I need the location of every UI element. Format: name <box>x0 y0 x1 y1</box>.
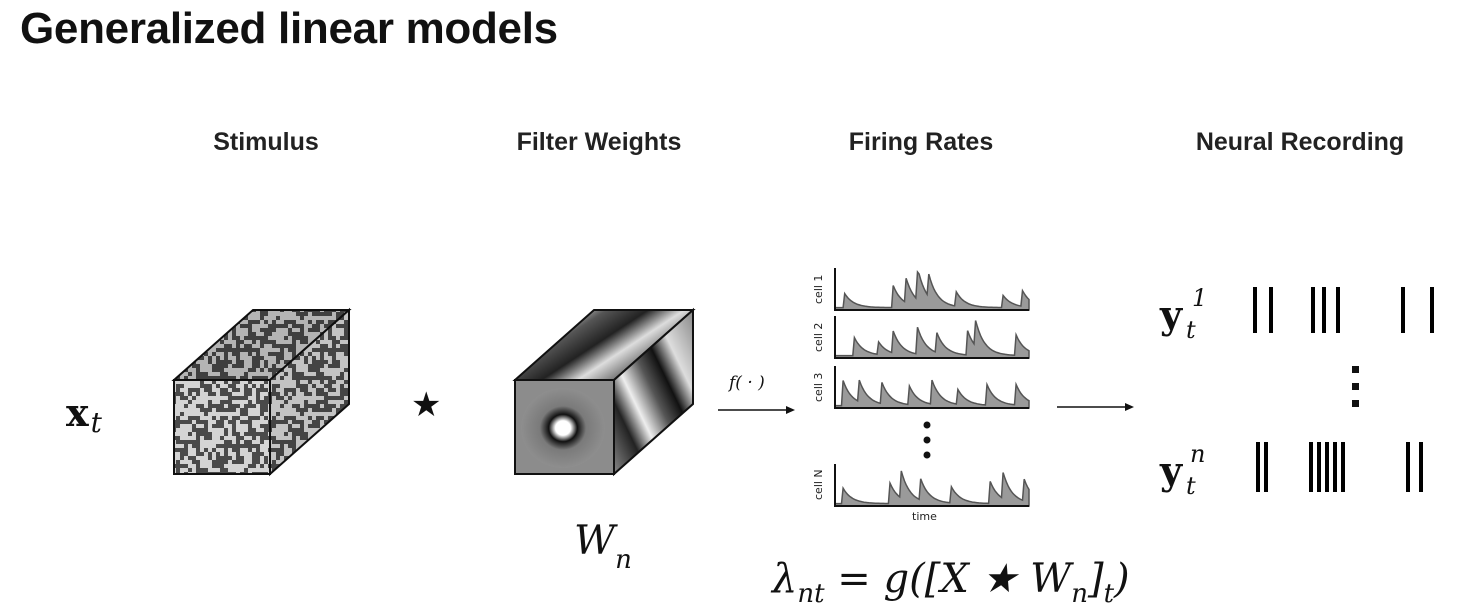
rate-formula: λnt = g([X ★ Wn]t) <box>772 556 1130 609</box>
spike-mark <box>1253 287 1257 333</box>
rate-axis <box>834 268 1029 311</box>
cell-label: cell 1 <box>812 275 825 304</box>
stimulus-heading: Stimulus <box>213 128 319 156</box>
spike-mark <box>1325 442 1329 492</box>
spike-mark <box>1317 442 1321 492</box>
rate-axis <box>834 316 1029 359</box>
firing-rates-panel: cell 1 cell 2 cell 3 cell N <box>812 268 1030 507</box>
cell-label: cell N <box>812 469 825 500</box>
spike-mark <box>1269 287 1273 333</box>
spike-mark <box>1333 442 1337 492</box>
rate-axis <box>834 366 1029 409</box>
recording-arrow <box>1057 403 1134 411</box>
rate-trace <box>834 379 1030 409</box>
nonlinearity-label: f( · ) <box>729 373 765 393</box>
filter-symbol: Wn <box>574 518 632 575</box>
firing-rates-heading: Firing Rates <box>848 128 994 156</box>
spike-trains <box>1253 287 1434 492</box>
recording-symbol-last: y n t <box>1160 440 1206 500</box>
rate-trace <box>834 470 1030 507</box>
spike-mark <box>1311 287 1315 333</box>
rate-trace <box>834 320 1030 359</box>
rate-axis <box>834 464 1029 507</box>
recording-ellipsis <box>1352 366 1359 407</box>
stimulus-cube <box>171 307 352 477</box>
spike-mark <box>1309 442 1313 492</box>
spike-mark <box>1401 287 1405 333</box>
convolution-star: ★ <box>411 385 442 425</box>
page-title: Generalized linear models <box>20 4 558 53</box>
stimulus-symbol: xt <box>66 390 102 439</box>
spike-mark <box>1336 287 1340 333</box>
spike-mark <box>1264 442 1268 492</box>
rate-trace <box>834 270 1030 311</box>
cell-label: cell 2 <box>812 323 825 352</box>
cell-label: cell 3 <box>812 373 825 402</box>
spike-mark <box>1322 287 1326 333</box>
neural-recording-heading: Neural Recording <box>1195 128 1405 156</box>
filter-weights-cube <box>512 307 696 477</box>
spike-mark <box>1341 442 1345 492</box>
cells-ellipsis <box>923 421 931 459</box>
recording-symbol-first: y 1 t <box>1160 284 1208 344</box>
spike-mark <box>1256 442 1260 492</box>
spike-mark <box>1406 442 1410 492</box>
time-axis-label: time <box>912 510 937 523</box>
nonlinearity-arrow <box>718 406 795 414</box>
spike-mark <box>1430 287 1434 333</box>
spike-mark <box>1419 442 1423 492</box>
filter-weights-heading: Filter Weights <box>516 128 682 156</box>
